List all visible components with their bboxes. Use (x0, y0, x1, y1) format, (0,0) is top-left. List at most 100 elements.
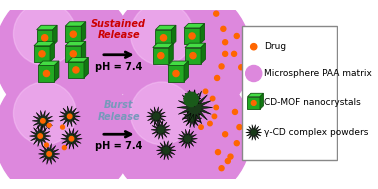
Polygon shape (185, 43, 205, 48)
Polygon shape (248, 93, 263, 97)
Polygon shape (65, 22, 86, 26)
Circle shape (199, 125, 203, 129)
Circle shape (225, 159, 230, 163)
Polygon shape (65, 46, 81, 62)
Polygon shape (200, 23, 204, 44)
Polygon shape (246, 125, 262, 140)
Circle shape (47, 152, 51, 156)
Text: Microsphere PAA matrix: Microsphere PAA matrix (265, 69, 372, 78)
Polygon shape (65, 26, 81, 42)
Text: Drug: Drug (265, 42, 287, 51)
Polygon shape (169, 43, 173, 64)
Circle shape (251, 44, 257, 50)
Polygon shape (156, 141, 176, 160)
Circle shape (173, 70, 179, 77)
Polygon shape (37, 25, 57, 30)
Circle shape (237, 125, 242, 130)
Polygon shape (61, 128, 82, 149)
Circle shape (62, 146, 66, 150)
Circle shape (214, 105, 218, 110)
Circle shape (0, 0, 134, 124)
Text: γ-CD complex powders: γ-CD complex powders (265, 128, 369, 137)
Polygon shape (68, 57, 88, 62)
Polygon shape (34, 46, 50, 62)
Polygon shape (34, 41, 54, 46)
Circle shape (219, 166, 224, 171)
Circle shape (184, 92, 198, 107)
Polygon shape (155, 30, 172, 46)
Polygon shape (182, 109, 202, 128)
Circle shape (239, 65, 244, 70)
Text: Sustained
Release: Sustained Release (91, 19, 146, 40)
Circle shape (212, 114, 217, 119)
Circle shape (234, 141, 239, 146)
Circle shape (112, 65, 251, 189)
Circle shape (73, 67, 79, 73)
Circle shape (41, 119, 45, 123)
Circle shape (215, 75, 220, 81)
Polygon shape (178, 129, 197, 148)
Text: Burst
Release: Burst Release (98, 100, 140, 122)
Circle shape (211, 96, 215, 101)
Circle shape (208, 121, 212, 126)
Circle shape (112, 0, 251, 124)
Circle shape (60, 125, 65, 129)
Circle shape (130, 82, 193, 145)
Polygon shape (39, 61, 59, 65)
Polygon shape (177, 90, 213, 125)
Polygon shape (65, 41, 86, 46)
Polygon shape (155, 25, 176, 30)
Circle shape (228, 154, 233, 159)
Polygon shape (54, 61, 59, 81)
Circle shape (232, 51, 237, 56)
Polygon shape (153, 43, 173, 48)
Circle shape (14, 2, 76, 65)
Circle shape (215, 150, 220, 155)
Circle shape (158, 53, 164, 59)
Polygon shape (172, 25, 176, 46)
Circle shape (38, 134, 42, 138)
Polygon shape (39, 143, 60, 164)
Polygon shape (50, 41, 54, 62)
Circle shape (246, 65, 262, 81)
Polygon shape (168, 65, 184, 81)
Circle shape (160, 35, 167, 41)
Polygon shape (168, 61, 189, 65)
Circle shape (190, 53, 196, 59)
Text: pH = 7.4: pH = 7.4 (95, 141, 143, 151)
Circle shape (130, 2, 193, 65)
Circle shape (223, 40, 228, 45)
Text: pH = 7.4: pH = 7.4 (95, 62, 143, 72)
Polygon shape (53, 25, 57, 46)
Circle shape (232, 109, 237, 114)
Polygon shape (151, 120, 170, 139)
Circle shape (0, 65, 134, 189)
Circle shape (45, 143, 48, 147)
Circle shape (70, 31, 76, 37)
FancyBboxPatch shape (242, 26, 337, 160)
Polygon shape (39, 65, 54, 81)
Circle shape (70, 51, 76, 57)
Polygon shape (84, 57, 88, 78)
Polygon shape (37, 30, 53, 46)
Circle shape (203, 89, 208, 94)
Circle shape (189, 33, 195, 39)
Circle shape (39, 51, 45, 57)
Polygon shape (81, 22, 86, 42)
Polygon shape (185, 48, 201, 64)
Polygon shape (184, 28, 200, 44)
Polygon shape (147, 107, 166, 126)
Circle shape (69, 136, 74, 141)
Circle shape (47, 123, 51, 127)
Polygon shape (183, 90, 201, 107)
Polygon shape (81, 41, 86, 62)
Circle shape (223, 51, 228, 56)
Text: CD-MOF nanocrystals: CD-MOF nanocrystals (265, 98, 361, 108)
Polygon shape (260, 93, 263, 109)
Circle shape (221, 26, 226, 31)
Circle shape (219, 64, 224, 69)
Circle shape (42, 35, 48, 41)
Polygon shape (153, 48, 169, 64)
Circle shape (234, 33, 239, 39)
Polygon shape (32, 110, 54, 131)
